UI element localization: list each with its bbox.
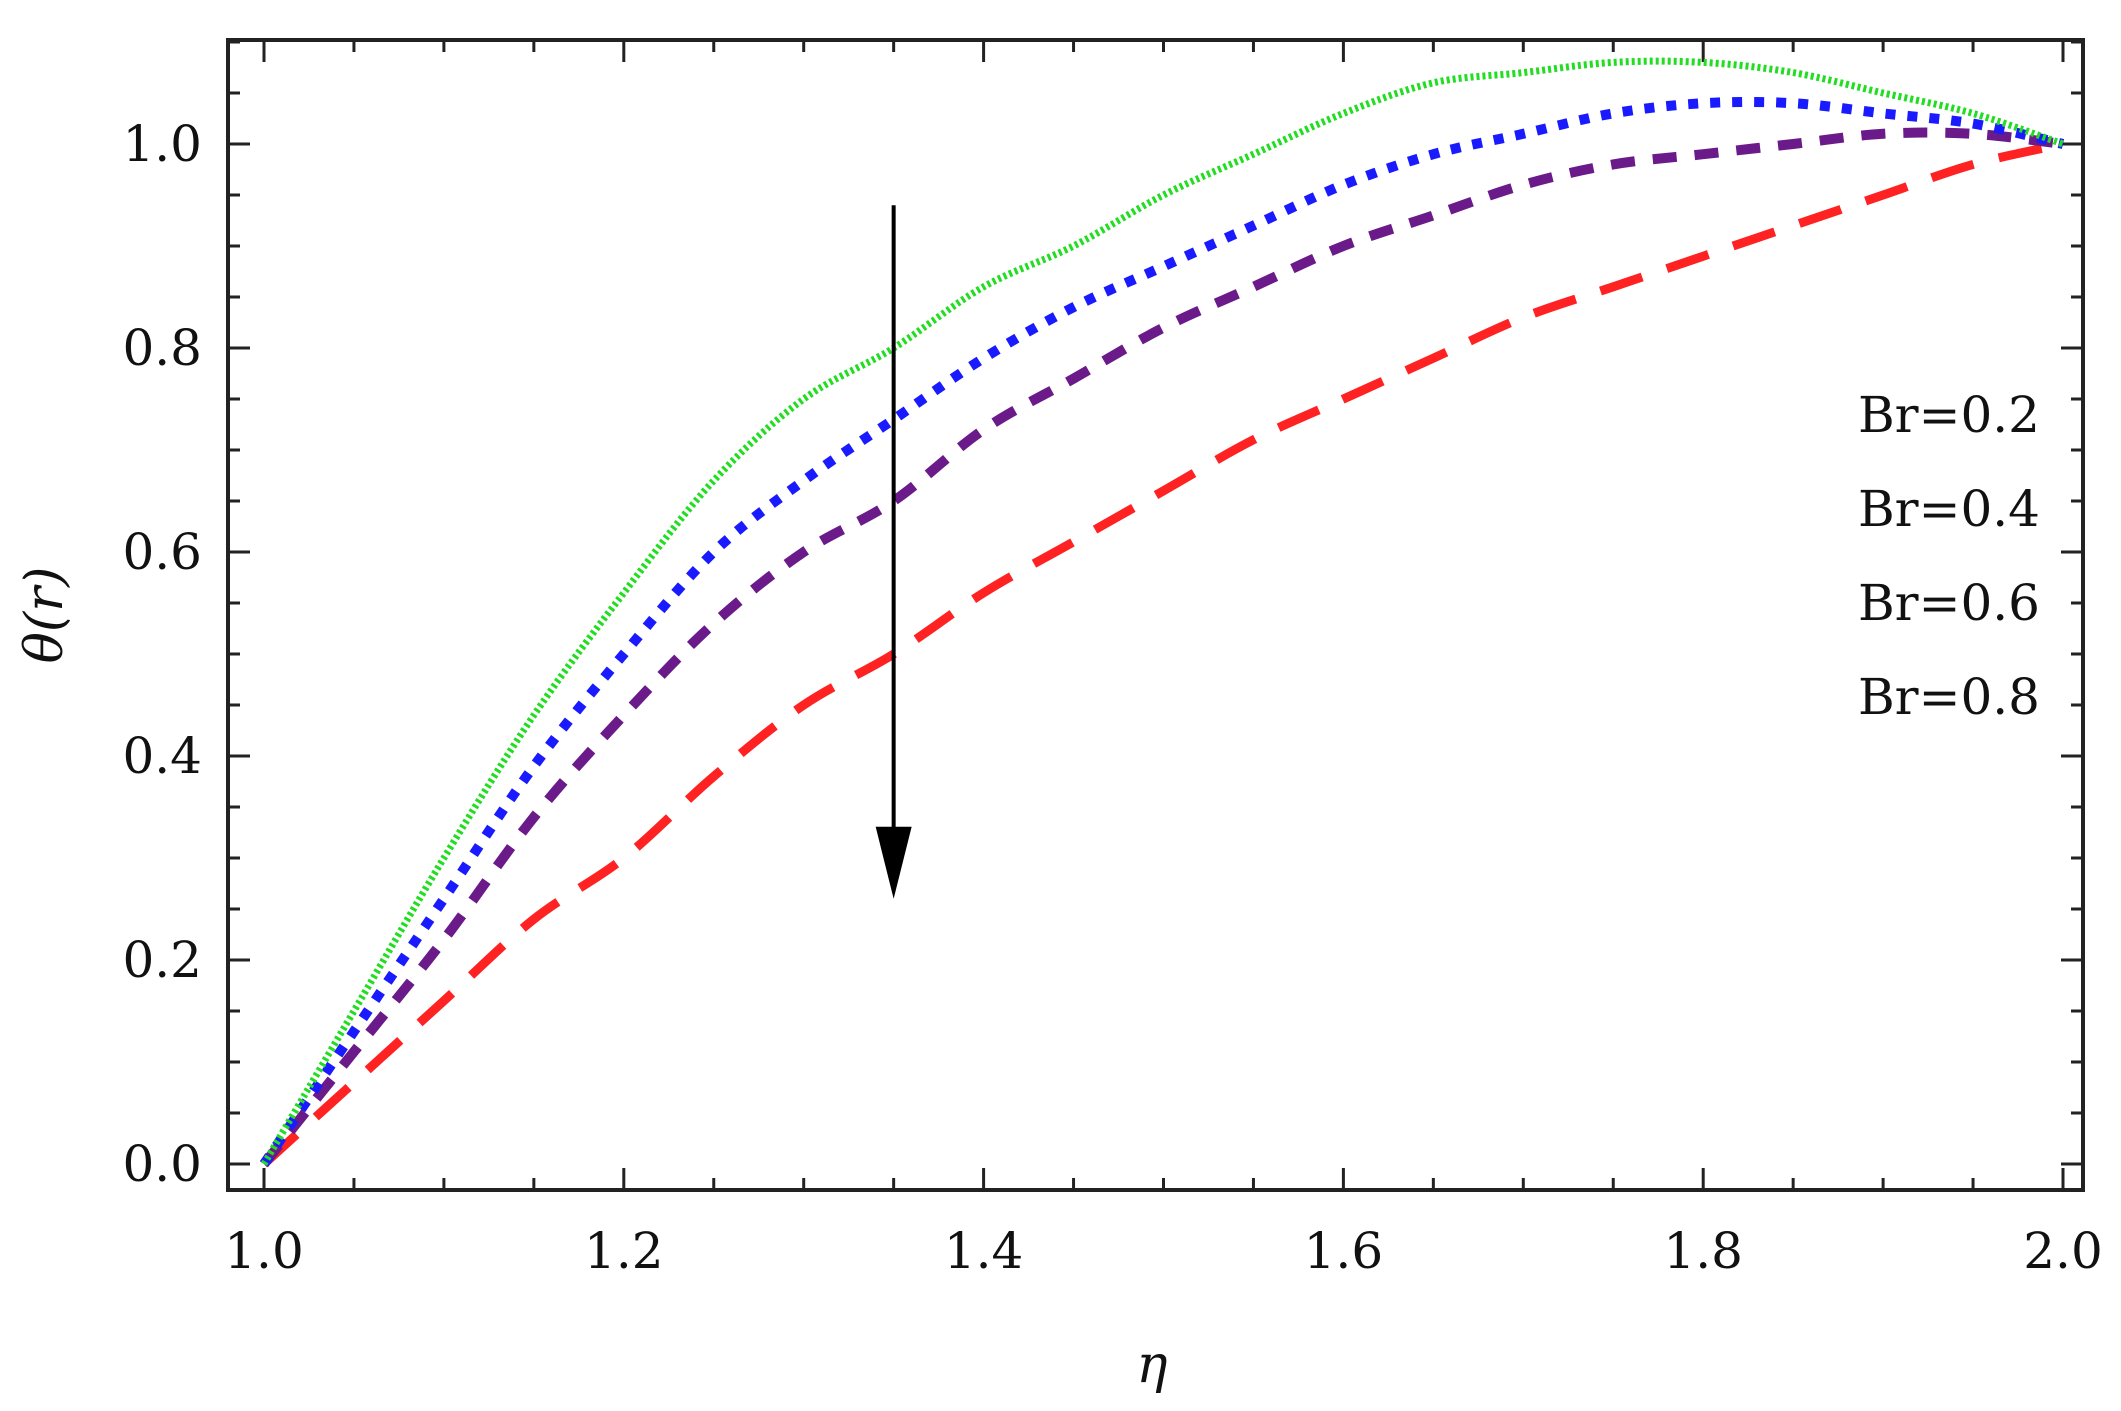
axis-ticks xyxy=(228,40,2083,1190)
y-tick-label: 0.6 xyxy=(122,523,202,581)
y-tick-label: 1.0 xyxy=(122,115,202,173)
series-line-2 xyxy=(259,96,2065,1167)
y-axis-title: θ(r) xyxy=(15,567,75,664)
series-line-4 xyxy=(260,139,2064,1168)
legend-entry: Br=0.4 xyxy=(1858,480,2040,538)
x-tick-label: 1.8 xyxy=(1663,1222,1743,1280)
y-tick-label: 0.4 xyxy=(122,727,202,785)
legend-entry: Br=0.6 xyxy=(1858,574,2040,632)
series-line-1 xyxy=(260,57,2065,1166)
x-tick-label: 2.0 xyxy=(2023,1222,2103,1280)
y-tick-label: 0.8 xyxy=(122,319,202,377)
arrow-head xyxy=(875,826,912,899)
x-tick-label: 1.2 xyxy=(584,1222,664,1280)
series-line-3 xyxy=(260,127,2064,1168)
plot-frame xyxy=(226,38,2085,1192)
x-tick-label: 1.0 xyxy=(224,1222,304,1280)
y-tick-label: 0.0 xyxy=(122,1135,202,1193)
tick-labels: 1.0 1.2 1.4 1.6 1.8 2.0 0.0 0.2 0.4 0.6 0.8 1.0 xyxy=(122,115,2102,1280)
x-tick-label: 1.4 xyxy=(944,1222,1024,1280)
series-lines xyxy=(259,57,2065,1168)
y-tick-label: 0.2 xyxy=(122,931,202,989)
legend-entry: Br=0.8 xyxy=(1858,668,2040,726)
legend-entry: Br=0.2 xyxy=(1858,386,2040,444)
x-axis-title: η xyxy=(1136,1335,1167,1395)
x-tick-label: 1.6 xyxy=(1304,1222,1384,1280)
trend-arrow xyxy=(875,205,912,899)
legend: Br=0.2 Br=0.4 Br=0.6 Br=0.8 xyxy=(1858,386,2040,726)
